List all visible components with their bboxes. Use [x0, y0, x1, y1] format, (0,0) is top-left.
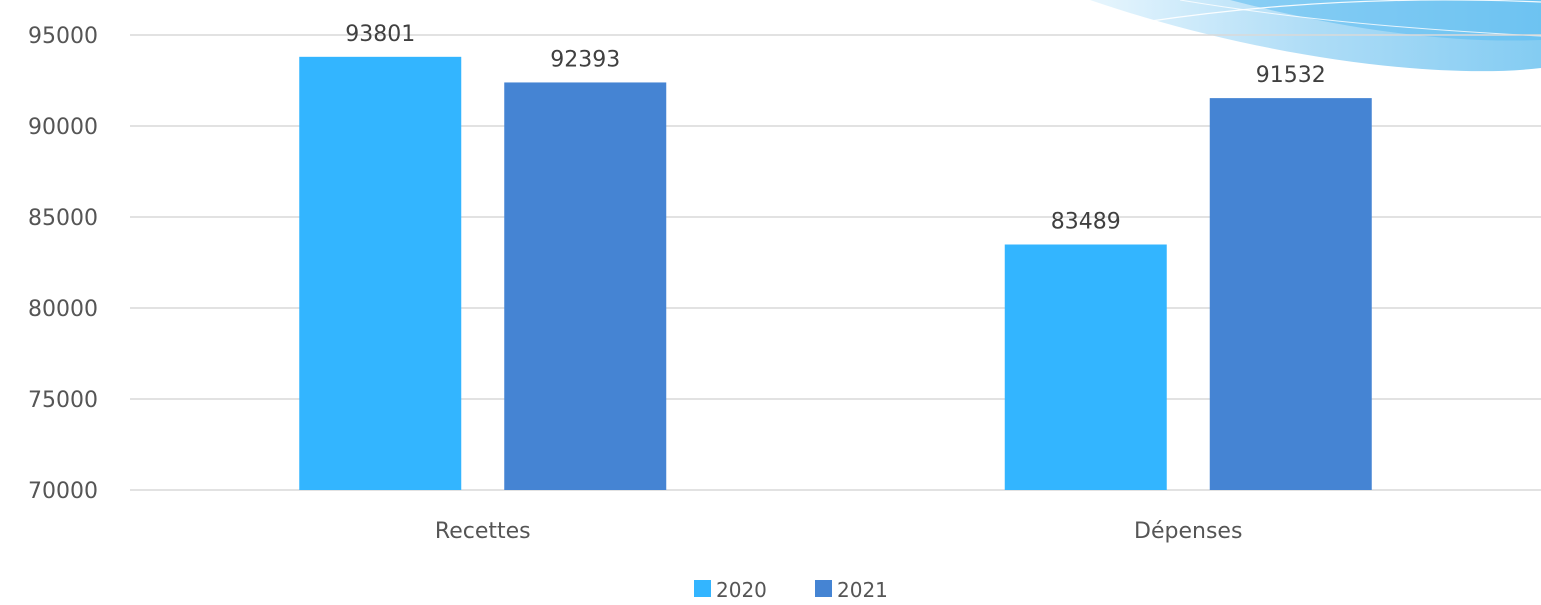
bar-2021-recettes — [504, 82, 667, 491]
bar-2020-recettes — [299, 56, 462, 490]
x-axis-categories: Recettes Dépenses — [435, 519, 1243, 544]
y-tick-label: 75000 — [28, 388, 98, 413]
data-labels: 93801 92393 83489 91532 — [345, 22, 1326, 235]
legend-label: 2020 — [716, 578, 767, 602]
bar-2020-dépenses — [1004, 244, 1167, 490]
bars — [299, 56, 1372, 491]
category-label: Recettes — [435, 519, 531, 544]
y-tick-label: 70000 — [28, 479, 98, 504]
legend-swatch — [815, 580, 832, 597]
legend-label: 2021 — [837, 578, 888, 602]
y-axis-ticks: 70000 75000 80000 85000 90000 95000 — [28, 24, 98, 504]
data-label: 91532 — [1256, 63, 1326, 88]
data-label: 83489 — [1051, 210, 1121, 235]
legend-swatch — [694, 580, 711, 597]
y-tick-label: 95000 — [28, 24, 98, 49]
data-label: 92393 — [550, 47, 620, 72]
data-label: 93801 — [345, 22, 415, 47]
legend: 2020 2021 — [694, 578, 888, 602]
y-tick-label: 85000 — [28, 206, 98, 231]
y-tick-label: 90000 — [28, 115, 98, 140]
category-label: Dépenses — [1134, 519, 1242, 544]
bar-2021-dépenses — [1209, 98, 1372, 490]
y-tick-label: 80000 — [28, 297, 98, 322]
